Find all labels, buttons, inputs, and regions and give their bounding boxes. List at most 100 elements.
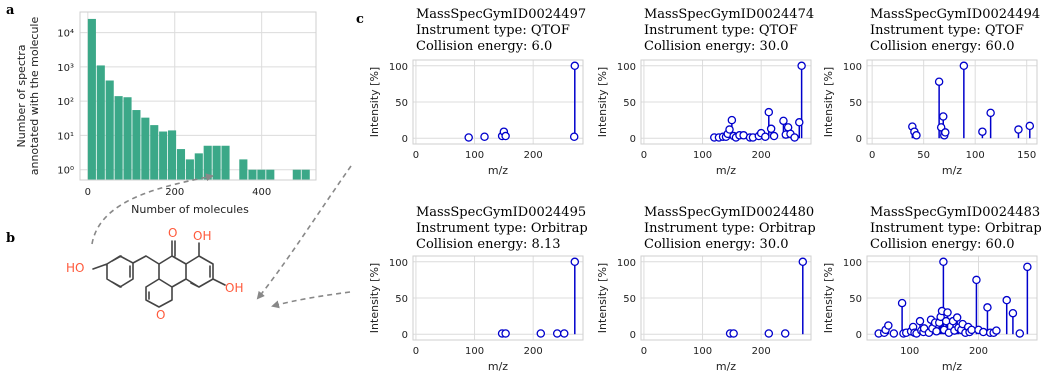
arrow-histogram-to-molecule <box>91 173 214 245</box>
spectrum-y-axis-label: Intensity [%] <box>368 67 381 137</box>
spectrum-peak-marker <box>967 325 976 335</box>
spectrum-y-tick-label: 100 <box>389 62 408 73</box>
spectrum-peak-marker <box>501 329 510 338</box>
spectrum-x-tick-label: 150 <box>1017 150 1036 161</box>
atom-label-oh-bottom: OH <box>225 281 243 295</box>
spectrum-x-tick-label: 200 <box>752 150 771 161</box>
spectrum-peak-marker <box>761 132 770 142</box>
spectrum-peak-marker <box>932 327 941 336</box>
spectrum-peak-marker <box>952 313 962 322</box>
spectrum-title-line: Instrument type: QTOF <box>416 23 570 38</box>
spectrum-y-tick-label: 100 <box>617 258 636 269</box>
spectrum-y-tick-label: 0 <box>856 134 862 145</box>
spectrum-x-tick-label: 200 <box>969 346 988 357</box>
spectrum-y-tick-label: 50 <box>849 294 862 305</box>
spectrum-y-tick-label: 100 <box>389 258 408 269</box>
atom-label-ring-o: O <box>156 308 165 322</box>
hist-x-tick-label: 200 <box>165 187 184 198</box>
hist-bar <box>123 97 132 180</box>
spectrum-title-line: Instrument type: QTOF <box>644 23 798 38</box>
spectrum-y-tick-label: 50 <box>623 294 636 305</box>
atom-label-carbonyl-o: O <box>168 226 177 240</box>
spectrum-x-tick-label: 100 <box>693 150 712 161</box>
spectrum-x-tick-label: 100 <box>966 150 985 161</box>
spectrum-frame <box>866 255 1038 341</box>
spectrum-y-axis-label: Intensity [%] <box>596 263 609 333</box>
spectrum-peak-marker <box>795 118 804 127</box>
spectrum-x-axis-label: m/z <box>488 164 508 177</box>
spectrum-peak-marker <box>941 128 950 137</box>
spectrum-title-line: Collision energy: 8.13 <box>416 237 561 252</box>
hist-bar <box>105 80 114 180</box>
spectrum-peak-marker <box>570 61 580 71</box>
spectrum-frame <box>640 59 812 145</box>
spectrum-title-line: Instrument type: Orbitrap <box>870 221 1042 236</box>
hist-y-tick-label: 10⁰ <box>57 166 74 177</box>
connector-arrows <box>91 165 352 309</box>
hist-y-tick-label: 10¹ <box>57 131 74 142</box>
spectrum-x-tick-label: 200 <box>524 346 543 357</box>
spectrum-y-tick-label: 50 <box>395 98 408 109</box>
spectrum-peak-marker <box>983 303 992 312</box>
spectrum-peak-marker <box>780 329 790 338</box>
arrow-spectra-to-molecule-2 <box>271 291 351 309</box>
hist-bar <box>266 169 275 180</box>
spectrum-frame <box>866 59 1038 145</box>
spectrum-peak-marker <box>552 329 562 338</box>
spectrum-peak-marker <box>1023 262 1032 272</box>
spectrum-peak-marker <box>766 124 776 134</box>
hist-bar <box>194 153 203 180</box>
spectrum-peak-marker <box>992 326 1001 335</box>
spectrum-x-tick-label: 100 <box>465 150 484 161</box>
hist-bar <box>248 169 257 180</box>
spectrum-peak-marker <box>889 329 899 338</box>
spectrum-title-line: Collision energy: 60.0 <box>870 39 1015 54</box>
hist-bar <box>150 125 159 180</box>
spectrum-x-tick-label: 0 <box>641 346 647 357</box>
hist-x-tick-label: 400 <box>252 187 271 198</box>
spectrum-y-tick-label: 50 <box>849 98 862 109</box>
hist-y-tick-label: 10² <box>57 97 74 108</box>
spectrum-peak-marker <box>1008 308 1018 318</box>
hist-bar <box>168 130 177 180</box>
spectrum-x-tick-label: 0 <box>413 150 419 161</box>
spectrum-title-line: MassSpecGymID0024474 <box>644 7 814 22</box>
spectrum-peak-marker <box>559 329 569 338</box>
spectrum-y-tick-label: 50 <box>395 294 408 305</box>
hist-y-axis-label-line1: Number of spectra <box>15 45 28 148</box>
hist-bar <box>141 117 150 180</box>
spectrum-x-tick-label: 0 <box>869 150 875 161</box>
spectrum-peak-marker <box>779 116 788 126</box>
hist-bar <box>87 18 96 181</box>
hist-bar <box>257 169 266 180</box>
spectrum-frame <box>640 255 812 341</box>
spectrum-title-line: MassSpecGymID0024494 <box>870 7 1040 22</box>
spectrum-x-tick-label: 100 <box>693 346 712 357</box>
spectrum-peak-marker <box>986 108 995 118</box>
spectrum-y-tick-label: 0 <box>856 330 862 341</box>
molecule-structure: HO O OH O OH <box>66 226 243 322</box>
hist-bar <box>96 65 105 180</box>
hist-bar <box>176 149 186 180</box>
spectrum-title-line: MassSpecGymID0024483 <box>870 205 1040 220</box>
spectrum-peak-marker <box>939 257 948 267</box>
spectrum-y-axis-label: Intensity [%] <box>596 67 609 137</box>
spectrum-peak-marker <box>790 133 799 142</box>
hist-bar <box>185 159 194 180</box>
hist-y-tick-label: 10³ <box>57 63 74 74</box>
hist-y-axis-label-line2: annotated with the molecule <box>28 17 41 176</box>
spectrum-x-tick-label: 200 <box>524 150 543 161</box>
spectrum-peak-marker <box>959 61 969 71</box>
spectrum-title-line: Collision energy: 60.0 <box>870 237 1015 252</box>
spectrum-x-axis-label: m/z <box>488 360 508 373</box>
hist-frame <box>79 11 317 181</box>
spectrum-x-tick-label: 100 <box>900 346 919 357</box>
spectrum-peak-marker <box>725 125 734 134</box>
hist-bar <box>212 145 221 180</box>
hist-bar <box>203 145 212 180</box>
panel-label-c: c <box>356 12 364 27</box>
